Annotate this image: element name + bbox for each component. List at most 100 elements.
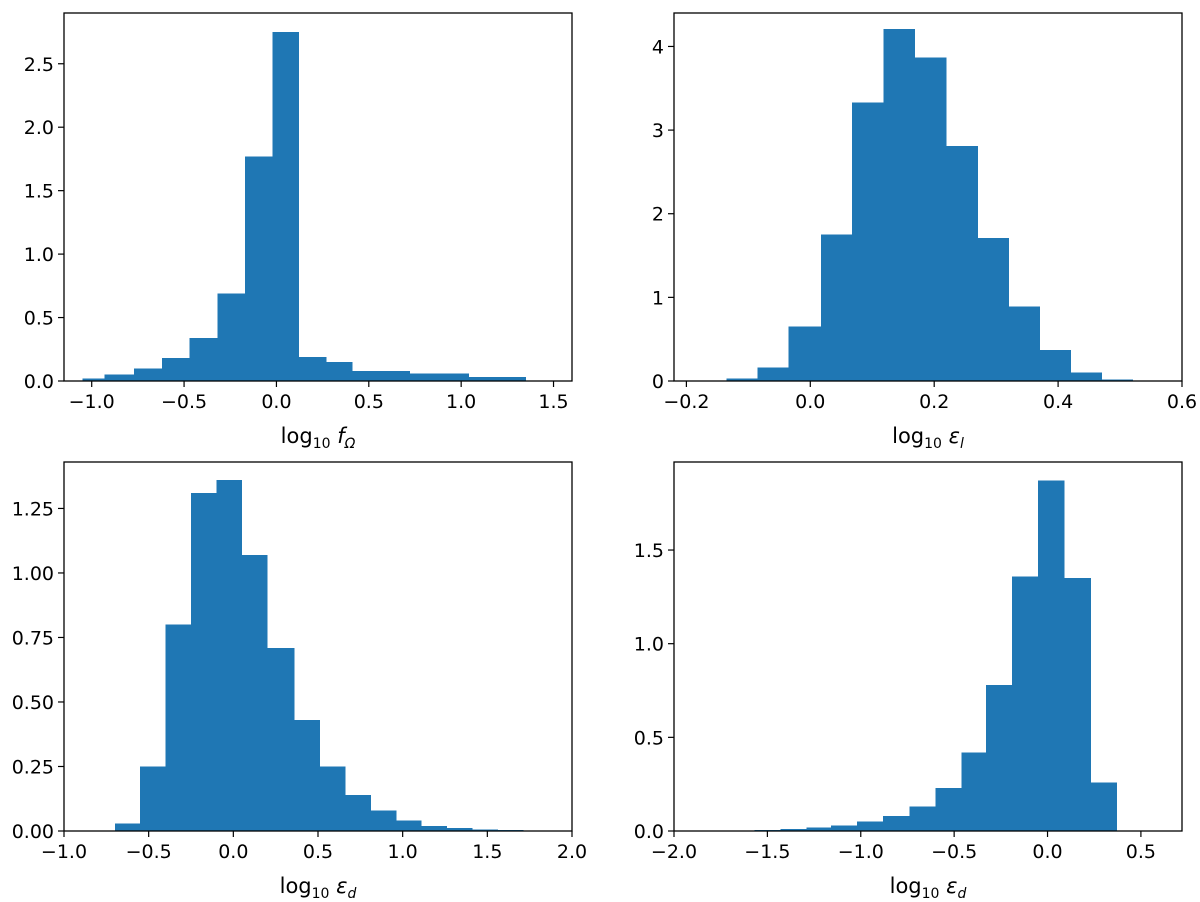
x-tick-label: −0.2 — [663, 391, 709, 413]
x-tick-label: 0.5 — [354, 391, 384, 413]
histogram-bar — [883, 816, 910, 831]
y-tick-label: 1.00 — [12, 563, 54, 585]
histogram-bar — [161, 358, 191, 381]
x-tick-label: 0.4 — [1043, 391, 1073, 413]
histogram-bar — [788, 326, 822, 381]
y-tick-label: 2.5 — [24, 54, 54, 76]
y-tick-label: 0.75 — [12, 627, 54, 649]
histogram-bar — [496, 377, 527, 381]
y-tick-label: 0.0 — [634, 821, 664, 843]
histogram-bar — [806, 827, 832, 831]
histogram-bar — [909, 806, 936, 831]
x-tick-label: −0.5 — [161, 391, 207, 413]
x-tick-label: 0.5 — [303, 841, 333, 863]
histogram-bar — [272, 32, 300, 381]
histogram-bar — [820, 234, 853, 381]
histogram-bar — [935, 787, 963, 831]
axes-frame — [63, 12, 573, 382]
histogram-bar — [472, 829, 498, 831]
histogram-bar — [114, 823, 141, 831]
histogram-bar — [345, 794, 371, 831]
histogram-bar — [914, 57, 947, 382]
histogram-bar — [326, 361, 353, 381]
histogram-bar — [1070, 372, 1102, 381]
histogram-bar — [446, 827, 473, 831]
panel-top-left: −1.0 −0.5 0.0 0.5 1.0 1.5 0.0 0.5 1.0 1.5 2.0 2.5 lo… — [24, 12, 573, 452]
histogram-bar — [352, 370, 383, 381]
y-tick-label: 0.50 — [12, 692, 54, 714]
y-tick-label: 1.5 — [24, 181, 54, 203]
histogram-bar — [189, 337, 218, 381]
x-tick-label: −1.0 — [838, 841, 884, 863]
histogram-bar — [245, 156, 274, 381]
histogram-bar — [830, 825, 858, 831]
histogram-bar — [780, 828, 808, 831]
histogram-bar — [298, 356, 327, 381]
panel-top-right: −0.2 0.0 0.2 0.4 0.6 0 1 2 3 4 log10 εl — [652, 12, 1197, 452]
x-tick-label: 1.0 — [388, 841, 418, 863]
x-axis-label: log10 εd — [280, 874, 357, 902]
x-axis-label: log10 εd — [890, 874, 967, 902]
x-tick-label: 1.0 — [446, 391, 476, 413]
x-tick-label: −2.0 — [651, 841, 697, 863]
histogram-bar — [370, 810, 397, 831]
histogram-bar — [883, 28, 915, 382]
histogram-bar — [140, 766, 166, 831]
histogram-bar — [104, 374, 135, 381]
panel-bottom-left: −1.0 −0.5 0.0 0.5 1.0 1.5 2.0 0.00 0.25 0.50 0.75 1… — [12, 461, 587, 902]
x-tick-label: 1.5 — [538, 391, 568, 413]
histogram-bar — [294, 720, 321, 831]
axes-frame — [673, 461, 1183, 832]
y-tick-label: 1.0 — [634, 634, 664, 656]
x-tick-label: 0.5 — [1126, 841, 1156, 863]
histogram-bar — [165, 624, 192, 831]
x-tick-label: −0.5 — [126, 841, 172, 863]
x-tick-label: 0.6 — [1167, 391, 1197, 413]
histogram-bar — [726, 378, 759, 381]
y-tick-label: 1.0 — [24, 244, 54, 266]
y-tick-label: 0.5 — [24, 308, 54, 330]
y-tick-label: 0 — [652, 371, 664, 393]
histogram-bar — [82, 378, 106, 381]
x-tick-label: −1.0 — [41, 841, 87, 863]
x-tick-label: 0.2 — [919, 391, 949, 413]
x-tick-label: −1.5 — [744, 841, 790, 863]
x-tick-label: 0.0 — [795, 391, 825, 413]
histogram-bar — [409, 373, 440, 381]
y-tick-label: 1.5 — [634, 540, 664, 562]
histogram-bar — [961, 752, 987, 831]
histogram-bar — [468, 377, 497, 381]
histogram-bar — [1090, 782, 1118, 831]
y-tick-label: 0.00 — [12, 821, 54, 843]
histogram-bar — [1039, 350, 1071, 381]
y-tick-label: 4 — [652, 36, 664, 58]
histogram-bar — [757, 367, 790, 381]
histogram-bar — [421, 825, 448, 831]
x-tick-label: 0.0 — [218, 841, 248, 863]
histogram-bar — [945, 145, 978, 381]
y-tick-label: 2 — [652, 204, 664, 226]
histogram-bar — [851, 102, 884, 381]
y-tick-label: 3 — [652, 120, 664, 142]
histogram-bar — [1012, 576, 1039, 831]
histogram-bar — [267, 647, 295, 831]
x-tick-label: −1.0 — [69, 391, 115, 413]
histogram-bar — [977, 237, 1009, 381]
histogram-bar — [857, 821, 884, 831]
histogram-bar — [438, 373, 469, 381]
histogram-bar — [381, 370, 410, 381]
histogram-bar — [191, 492, 217, 831]
histogram-bar — [241, 554, 268, 831]
x-tick-label: 2.0 — [557, 841, 587, 863]
y-tick-label: 1 — [652, 287, 664, 309]
histogram-bar — [319, 766, 346, 831]
histogram-bar — [1064, 578, 1091, 831]
histogram-bar — [1008, 306, 1040, 381]
histogram-bar — [1038, 480, 1065, 831]
x-axis-label: log10 fΩ — [281, 424, 356, 452]
x-tick-label: 0.0 — [1032, 841, 1062, 863]
histogram-bar — [395, 820, 422, 831]
x-tick-label: 1.5 — [472, 841, 502, 863]
y-tick-label: 0.25 — [12, 756, 54, 778]
